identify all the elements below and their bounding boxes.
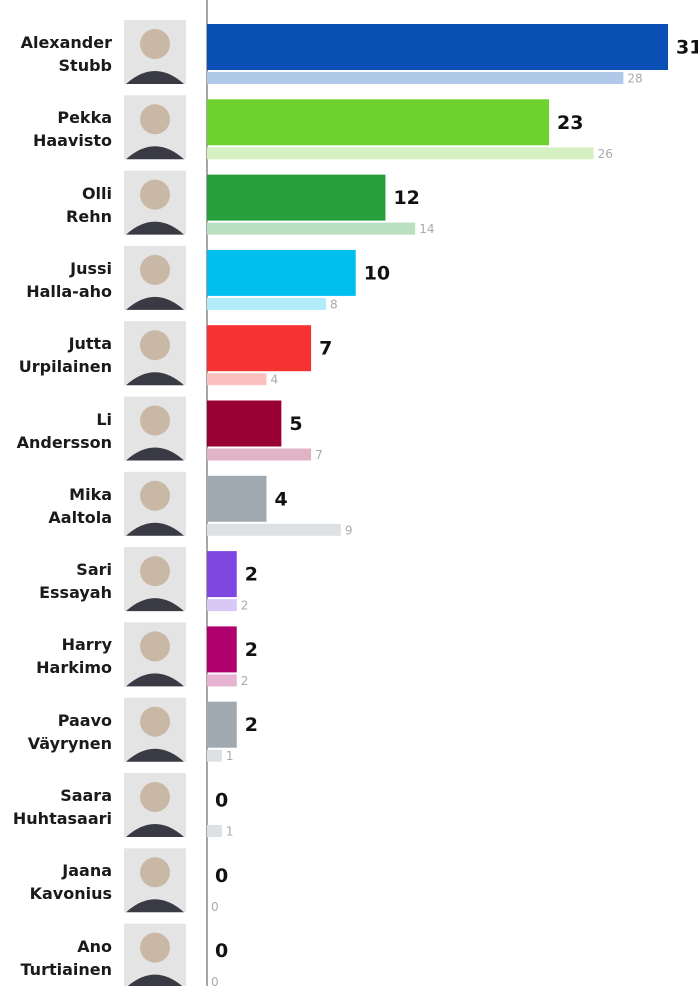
value-label: 31 [676, 37, 698, 59]
photo-head [140, 29, 170, 59]
photo-head [140, 707, 170, 737]
candidate-name: Pekka Haavisto [0, 106, 112, 152]
bar-previous [207, 674, 237, 686]
bar-previous [207, 373, 266, 385]
bar-previous [207, 524, 341, 536]
value-label: 2 [245, 564, 258, 586]
bar-previous [207, 825, 222, 837]
value-label: 0 [215, 865, 228, 887]
previous-value-label: 28 [627, 72, 642, 86]
bar [207, 24, 668, 70]
value-label: 10 [364, 262, 390, 284]
value-label: 0 [215, 790, 228, 812]
previous-value-label: 1 [226, 749, 234, 763]
candidate-name: Ano Turtiainen [0, 935, 112, 981]
photo-head [140, 180, 170, 210]
photo-head [140, 933, 170, 963]
bar [207, 250, 356, 296]
photo-head [140, 556, 170, 586]
candidate-name: Paavo Väyrynen [0, 709, 112, 755]
value-label: 2 [245, 639, 258, 661]
photo-head [140, 782, 170, 812]
candidate-name: Sari Essayah [0, 558, 112, 604]
previous-value-label: 0 [211, 900, 219, 914]
photo-head [140, 857, 170, 887]
value-label: 12 [393, 187, 419, 209]
candidate-name: Jaana Kavonius [0, 859, 112, 905]
candidate-name: Saara Huhtasaari [0, 784, 112, 830]
bar [207, 175, 385, 221]
bar [207, 401, 281, 447]
value-label: 5 [289, 413, 302, 435]
value-label: 23 [557, 112, 583, 134]
bar-previous [207, 298, 326, 310]
bar-previous [207, 72, 623, 84]
previous-value-label: 2 [241, 674, 249, 688]
photo-head [140, 104, 170, 134]
bar-previous [207, 750, 222, 762]
candidate-name: Olli Rehn [0, 182, 112, 228]
value-label: 0 [215, 940, 228, 962]
previous-value-label: 0 [211, 975, 219, 986]
previous-value-label: 8 [330, 297, 338, 311]
value-label: 4 [274, 488, 287, 510]
candidate-name: Li Andersson [0, 408, 112, 454]
candidate-name: Jussi Halla-aho [0, 257, 112, 303]
previous-value-label: 14 [419, 222, 434, 236]
value-label: 2 [245, 714, 258, 736]
bar [207, 702, 237, 748]
chart: 312823261214108745749222221010000 Alexan… [0, 0, 698, 986]
candidate-name: Jutta Urpilainen [0, 332, 112, 378]
bar [207, 476, 266, 522]
bar [207, 325, 311, 371]
photo-head [140, 406, 170, 436]
bar [207, 626, 237, 672]
candidate-name: Mika Aaltola [0, 483, 112, 529]
photo-head [140, 255, 170, 285]
bar [207, 99, 549, 145]
photo-head [140, 631, 170, 661]
previous-value-label: 26 [598, 147, 613, 161]
photo-head [140, 330, 170, 360]
value-label: 7 [319, 338, 332, 360]
candidate-name: Harry Harkimo [0, 633, 112, 679]
previous-value-label: 7 [315, 448, 323, 462]
previous-value-label: 2 [241, 599, 249, 613]
bar-previous [207, 147, 594, 159]
bar-previous [207, 223, 415, 235]
photo-head [140, 481, 170, 511]
candidate-name: Alexander Stubb [0, 31, 112, 77]
previous-value-label: 9 [345, 523, 353, 537]
bar-previous [207, 449, 311, 461]
bar-previous [207, 599, 237, 611]
previous-value-label: 4 [270, 373, 278, 387]
previous-value-label: 1 [226, 825, 234, 839]
bar [207, 551, 237, 597]
